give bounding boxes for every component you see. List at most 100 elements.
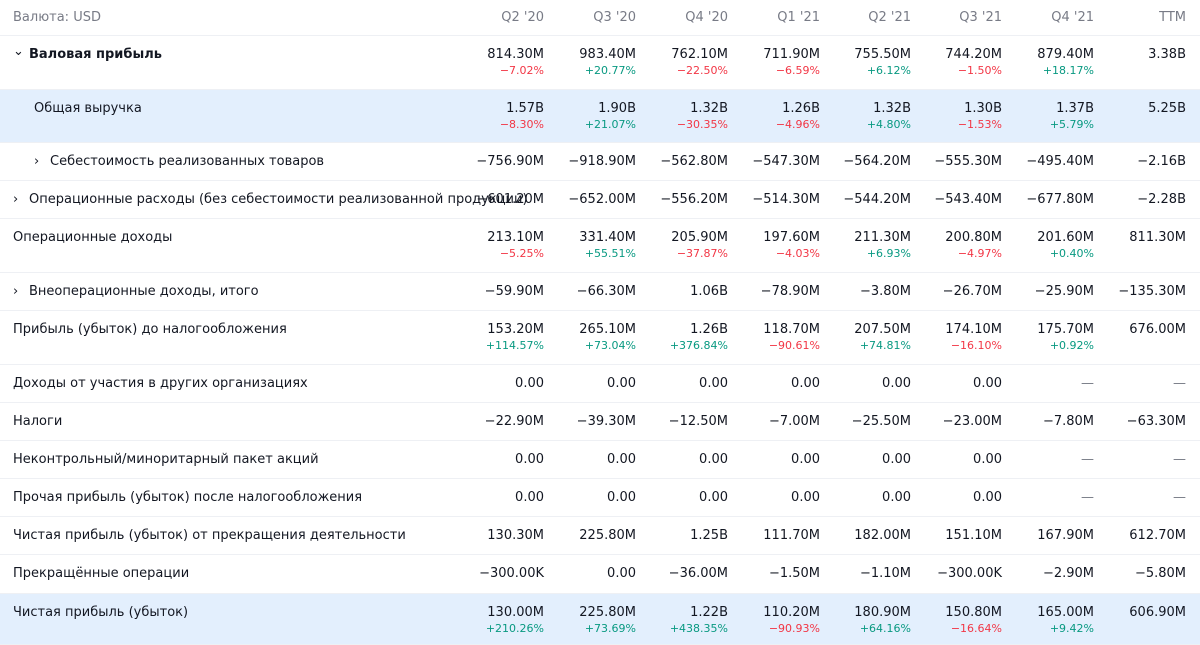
- value-cell: −300.00K: [912, 565, 1002, 582]
- row-label: Чистая прибыль (убыток): [13, 605, 189, 620]
- value-cell: 197.60M −4.03%: [730, 229, 820, 262]
- change-percent: +0.92%: [1049, 339, 1094, 352]
- change-percent: +20.77%: [584, 64, 636, 77]
- value: 3.38B: [1148, 47, 1186, 62]
- value: −918.90M: [568, 154, 636, 169]
- change-percent: −4.03%: [775, 247, 820, 260]
- value-cell: 0.00: [912, 375, 1002, 392]
- table-row-operating-expenses[interactable]: › Операционные расходы (без себестоимости…: [0, 181, 1200, 219]
- value-cell: 0.00: [912, 451, 1002, 468]
- chevron-down-icon[interactable]: ⌄: [13, 44, 24, 59]
- value: —: [1081, 490, 1094, 505]
- value: 606.90M: [1129, 605, 1186, 620]
- row-label: Валовая прибыль: [29, 47, 162, 62]
- value: −547.30M: [752, 154, 820, 169]
- value: 762.10M: [671, 47, 728, 62]
- table-row-cogs[interactable]: › Себестоимость реализованных товаров −756…: [0, 143, 1200, 181]
- value: −555.30M: [934, 154, 1002, 169]
- value-cell: −555.30M: [912, 153, 1002, 170]
- change-percent: −6.59%: [775, 64, 820, 77]
- table-row-non-operating-income[interactable]: › Внеоперационные доходы, итого −59.90M −66…: [0, 273, 1200, 311]
- change-percent: −4.96%: [775, 118, 820, 131]
- row-label-cell: ⌄ Валовая прибыль: [13, 44, 162, 63]
- value-cell: −547.30M: [730, 153, 820, 170]
- value-cell: −918.90M: [546, 153, 636, 170]
- change-percent: +438.35%: [669, 622, 728, 635]
- table-row-gross-profit[interactable]: ⌄ Валовая прибыль 814.30M −7.02% 983.40M +20.…: [0, 36, 1200, 90]
- currency-label: Валюта: USD: [13, 10, 101, 25]
- value: 744.20M: [945, 47, 1002, 62]
- value-cell: −562.80M: [638, 153, 728, 170]
- value: 0.00: [607, 566, 636, 581]
- chevron-right-icon[interactable]: ›: [34, 154, 40, 169]
- value: 207.50M: [854, 322, 911, 337]
- value: 167.90M: [1037, 528, 1094, 543]
- value: −25.90M: [1034, 284, 1094, 299]
- change-percent: +376.84%: [669, 339, 728, 352]
- value-cell: 130.00M +210.26%: [454, 604, 544, 637]
- change-percent: −1.53%: [957, 118, 1002, 131]
- value-cell: −25.90M: [1004, 283, 1094, 300]
- value: 118.70M: [763, 322, 820, 337]
- change-percent: +64.16%: [859, 622, 911, 635]
- change-percent: +114.57%: [485, 339, 544, 352]
- value-cell: 1.26B +376.84%: [638, 321, 728, 354]
- value-cell: 265.10M +73.04%: [546, 321, 636, 354]
- value: −23.00M: [942, 414, 1002, 429]
- value: 711.90M: [763, 47, 820, 62]
- table-row-equity-earnings: Доходы от участия в других организациях 0…: [0, 365, 1200, 403]
- value: 1.26B: [690, 322, 728, 337]
- value: −39.30M: [576, 414, 636, 429]
- table-row-taxes: Налоги −22.90M −39.30M −12.50M −7.00M −25.50M…: [0, 403, 1200, 441]
- value: 879.40M: [1037, 47, 1094, 62]
- value-cell: 1.25B: [638, 527, 728, 544]
- value: 151.10M: [945, 528, 1002, 543]
- value: 0.00: [607, 376, 636, 391]
- change-percent: −90.61%: [768, 339, 820, 352]
- value: 331.40M: [579, 230, 636, 245]
- value-cell: 814.30M −7.02%: [454, 46, 544, 79]
- row-label: Общая выручка: [34, 101, 142, 116]
- change-percent: −30.35%: [676, 118, 728, 131]
- value-cell: −36.00M: [638, 565, 728, 582]
- value-cell: −5.80M: [1096, 565, 1186, 582]
- chevron-right-icon[interactable]: ›: [13, 192, 19, 207]
- value: 1.30B: [964, 101, 1002, 116]
- column-header-6: Q4 '21: [1051, 10, 1094, 25]
- value: 0.00: [515, 452, 544, 467]
- change-percent: −8.30%: [499, 118, 544, 131]
- change-percent: −22.50%: [676, 64, 728, 77]
- row-label: Прекращённые операции: [13, 566, 190, 581]
- table-row-other-after-tax: Прочая прибыль (убыток) после налогообло…: [0, 479, 1200, 517]
- change-percent: +9.42%: [1049, 622, 1094, 635]
- value-cell: 175.70M +0.92%: [1004, 321, 1094, 354]
- row-label-cell: › Внеоперационные доходы, итого: [13, 283, 259, 300]
- value-cell: 201.60M +0.40%: [1004, 229, 1094, 262]
- value: −1.10M: [859, 566, 911, 581]
- value-cell: 711.90M −6.59%: [730, 46, 820, 79]
- row-label: Неконтрольный/миноритарный пакет акций: [13, 452, 319, 467]
- value: 211.30M: [854, 230, 911, 245]
- change-percent: −90.93%: [768, 622, 820, 635]
- row-label-cell: Прекращённые операции: [13, 565, 189, 582]
- change-percent: +21.07%: [584, 118, 636, 131]
- row-label-cell: Операционные доходы: [13, 229, 172, 246]
- value-cell: −12.50M: [638, 413, 728, 430]
- value-cell: 0.00: [546, 489, 636, 506]
- value: −300.00K: [937, 566, 1002, 581]
- value-cell: −564.20M: [821, 153, 911, 170]
- value: −601.20M: [476, 192, 544, 207]
- row-label-cell: Чистая прибыль (убыток): [13, 604, 188, 621]
- value: 130.00M: [487, 605, 544, 620]
- table-row-operating-income: Операционные доходы 213.10M −5.25% 331.40M +…: [0, 219, 1200, 273]
- value: 612.70M: [1129, 528, 1186, 543]
- value: −677.80M: [1026, 192, 1094, 207]
- value: −22.90M: [484, 414, 544, 429]
- value-cell: −495.40M: [1004, 153, 1094, 170]
- chevron-right-icon[interactable]: ›: [13, 284, 19, 299]
- value: −756.90M: [476, 154, 544, 169]
- value: 225.80M: [579, 605, 636, 620]
- value-cell: 180.90M +64.16%: [821, 604, 911, 637]
- value-cell: 1.30B −1.53%: [912, 100, 1002, 133]
- row-label-cell: Общая выручка: [34, 100, 142, 117]
